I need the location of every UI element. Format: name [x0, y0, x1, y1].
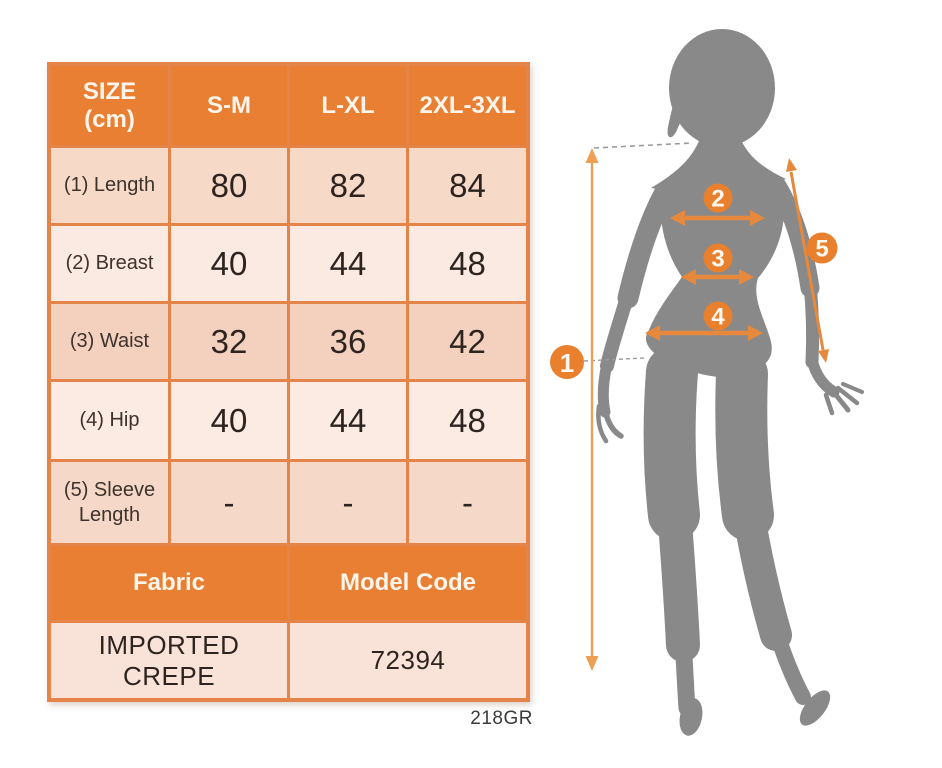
column-header-lxl: L-XL — [290, 66, 406, 145]
silhouette-right-thumb — [823, 392, 835, 416]
model-code-header: Model Code — [290, 546, 526, 620]
marker-2-label: 2 — [711, 186, 724, 213]
size-unit-label: SIZE (cm) — [82, 77, 137, 133]
silhouette-right-calf — [732, 494, 792, 651]
silhouette-left-upper-arm — [617, 183, 675, 309]
silhouette-right-foot — [799, 690, 831, 726]
row-label-hip: (4) Hip — [51, 382, 168, 459]
breast-sm: 40 — [171, 226, 287, 301]
waist-sm: 32 — [171, 304, 287, 379]
size-unit-header: SIZE (cm) — [51, 66, 168, 145]
length-lxl: 82 — [290, 148, 406, 223]
size-chart-table: SIZE (cm) S-M L-XL 2XL-3XL (1) Length 80… — [47, 62, 530, 702]
female-silhouette — [596, 29, 864, 736]
hip-lxl: 44 — [290, 382, 406, 459]
row-label-sleeve-length: (5) Sleeve Length — [51, 462, 168, 543]
silhouette-right-finger-3 — [841, 382, 864, 394]
length-sm: 80 — [171, 148, 287, 223]
marker-3-label: 3 — [711, 246, 724, 273]
hip-2xl3xl: 48 — [409, 382, 526, 459]
silhouette-left-forearm — [600, 287, 635, 373]
hip-arrow — [645, 325, 763, 341]
marker-1-label: 1 — [560, 348, 574, 378]
silhouette-left-calf — [657, 493, 700, 662]
marker-2-badge: 2 — [703, 183, 733, 213]
silhouette-hair-strand — [667, 44, 705, 138]
sleeve-arrow — [786, 158, 829, 363]
silhouette-left-thumb — [596, 403, 609, 444]
breast-arrow — [670, 210, 765, 226]
row-label-breast: (2) Breast — [51, 226, 168, 301]
waist-arrow — [681, 269, 754, 285]
silhouette-right-upper-arm — [767, 176, 820, 298]
row-label-length: (1) Length — [51, 148, 168, 223]
silhouette-left-hand — [597, 358, 613, 418]
waist-lxl: 36 — [290, 304, 406, 379]
silhouette-right-thigh — [715, 348, 774, 541]
marker-5-badge: 5 — [806, 232, 838, 264]
shoulder-dashed-line — [593, 142, 693, 149]
sleeve-lxl: - — [290, 462, 406, 543]
column-header-2xl3xl: 2XL-3XL — [409, 66, 526, 145]
silhouette-left-fingers — [602, 407, 624, 439]
sleeve-sm: - — [171, 462, 287, 543]
silhouette-right-finger-1 — [829, 387, 851, 413]
silhouette-right-hand — [806, 354, 840, 398]
marker-4-label: 4 — [711, 304, 725, 331]
length-arrow — [585, 148, 599, 671]
silhouette-left-ankle — [674, 631, 696, 717]
row-label-waist: (3) Waist — [51, 304, 168, 379]
model-code-value: 72394 — [290, 623, 526, 698]
breast-2xl3xl: 48 — [409, 226, 526, 301]
length-2xl3xl: 84 — [409, 148, 526, 223]
marker-4-badge: 4 — [703, 301, 733, 331]
marker-1-badge: 1 — [550, 345, 584, 379]
silhouette-right-finger-2 — [835, 385, 860, 406]
waist-2xl3xl: 42 — [409, 304, 526, 379]
marker-3-badge: 3 — [703, 243, 733, 273]
wrist-dashed-line — [583, 357, 645, 362]
sleeve-2xl3xl: - — [409, 462, 526, 543]
fabric-header: Fabric — [51, 546, 287, 620]
marker-5-label: 5 — [815, 236, 828, 263]
breast-lxl: 44 — [290, 226, 406, 301]
hip-sm: 40 — [171, 382, 287, 459]
silhouette-right-ankle — [768, 622, 811, 705]
column-header-sm: S-M — [171, 66, 287, 145]
silhouette-left-foot — [679, 698, 703, 736]
fabric-value: IMPORTED CREPE — [51, 623, 287, 698]
weight-note: 218GR — [470, 708, 533, 729]
